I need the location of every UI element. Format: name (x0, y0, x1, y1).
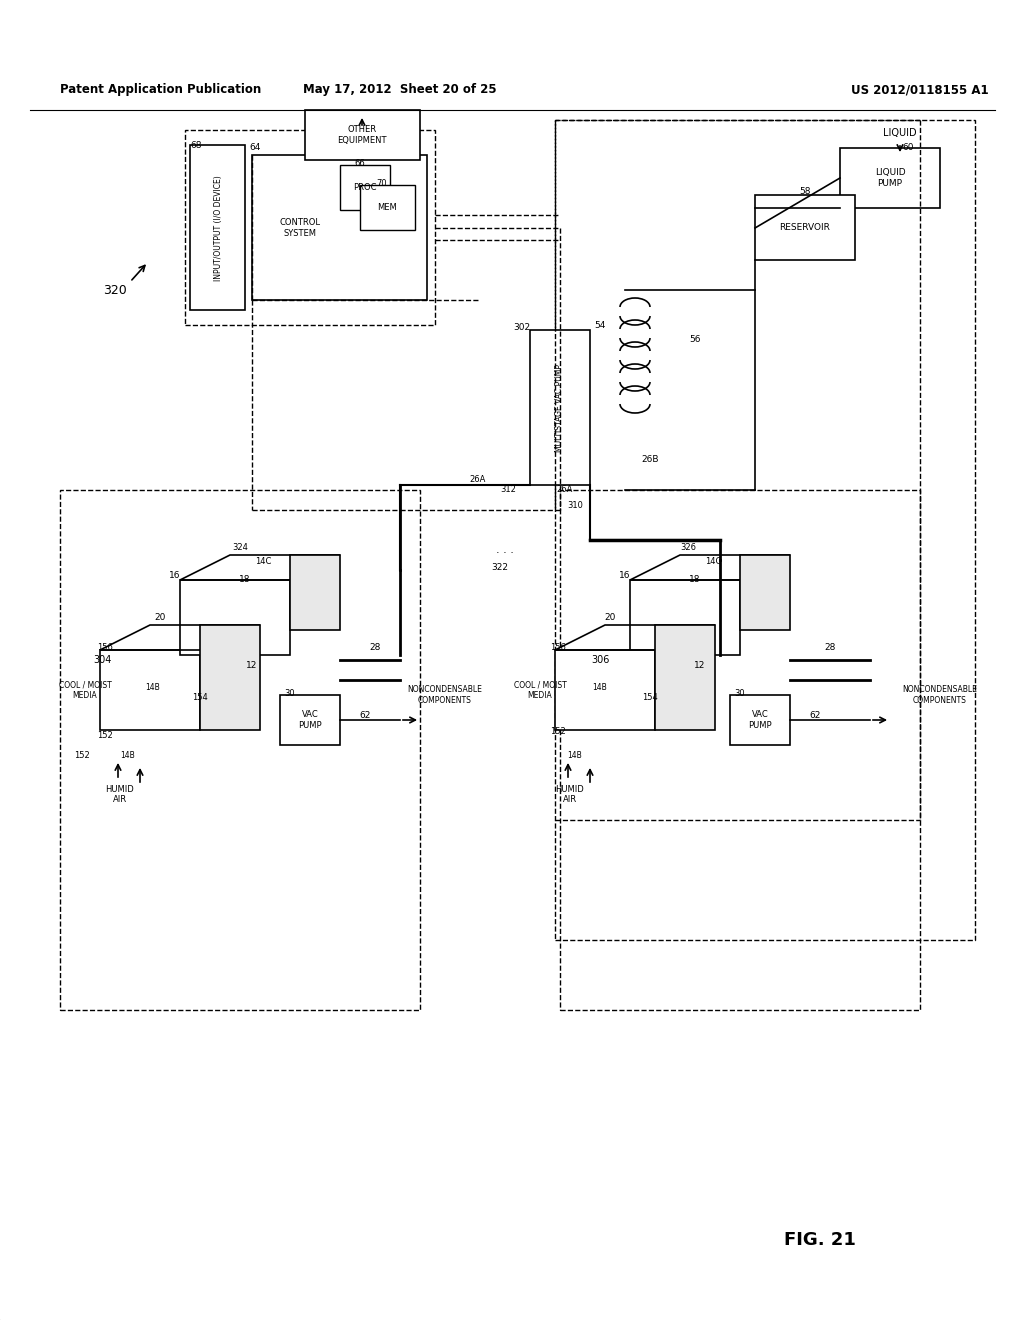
Text: VAC
PUMP: VAC PUMP (298, 710, 322, 730)
Text: COOL / MOIST
MEDIA: COOL / MOIST MEDIA (514, 680, 566, 700)
Text: RESERVOIR: RESERVOIR (779, 223, 830, 232)
Bar (560, 490, 920, 1010)
Bar (280, 696, 340, 744)
Text: AIR: AIR (113, 796, 127, 804)
Text: HUMID: HUMID (105, 785, 134, 795)
Text: 156: 156 (550, 644, 566, 652)
Text: 26A: 26A (470, 475, 486, 484)
Text: 324: 324 (232, 544, 248, 553)
Text: 12: 12 (694, 660, 706, 669)
Text: 156: 156 (97, 644, 113, 652)
Text: 16: 16 (169, 570, 181, 579)
Bar (60, 490, 420, 1010)
Bar (840, 148, 940, 209)
Text: 18: 18 (689, 576, 700, 585)
Text: 62: 62 (809, 710, 820, 719)
Polygon shape (740, 554, 790, 630)
Text: . . .: . . . (496, 545, 514, 554)
Text: 30: 30 (734, 689, 745, 697)
Text: 64: 64 (249, 143, 261, 152)
Text: Patent Application Publication: Patent Application Publication (60, 83, 261, 96)
Text: 322: 322 (492, 564, 509, 573)
Text: 56: 56 (689, 335, 700, 345)
Text: 152: 152 (74, 751, 90, 759)
Text: 154: 154 (642, 693, 657, 702)
Text: 320: 320 (103, 284, 127, 297)
Text: COOL / MOIST
MEDIA: COOL / MOIST MEDIA (58, 680, 112, 700)
Bar (630, 579, 740, 655)
Text: 312: 312 (500, 486, 516, 495)
Bar (185, 129, 435, 325)
Text: 20: 20 (155, 614, 166, 623)
Text: 28: 28 (370, 644, 381, 652)
Text: 14C: 14C (255, 557, 271, 566)
Text: 302: 302 (513, 323, 530, 333)
Bar (100, 649, 200, 730)
Text: MEM: MEM (377, 203, 397, 213)
Text: 14C: 14C (705, 557, 721, 566)
Text: 26A: 26A (557, 486, 573, 495)
Bar (340, 165, 390, 210)
Bar (730, 696, 790, 744)
Bar (530, 330, 590, 484)
Text: AIR: AIR (563, 796, 578, 804)
Text: 28: 28 (824, 644, 836, 652)
Text: 54: 54 (594, 321, 605, 330)
Text: 14B: 14B (145, 684, 161, 693)
Text: 30: 30 (285, 689, 295, 697)
Text: LIQUID: LIQUID (883, 128, 916, 139)
Text: 18: 18 (240, 576, 251, 585)
Text: May 17, 2012  Sheet 20 of 25: May 17, 2012 Sheet 20 of 25 (303, 83, 497, 96)
Text: VAC
PUMP: VAC PUMP (749, 710, 772, 730)
Text: 154: 154 (193, 693, 208, 702)
Bar (305, 110, 420, 160)
Bar (180, 579, 290, 655)
Text: 20: 20 (604, 614, 615, 623)
Text: 152: 152 (550, 727, 566, 737)
Bar (755, 195, 855, 260)
Text: NONCONDENSABLE
COMPONENTS: NONCONDENSABLE COMPONENTS (408, 685, 482, 705)
Polygon shape (655, 624, 715, 730)
Text: 306: 306 (591, 655, 609, 665)
Text: 26B: 26B (641, 455, 658, 465)
Bar (190, 145, 245, 310)
Text: MULTISTAGE VAC PUMP: MULTISTAGE VAC PUMP (555, 364, 564, 451)
Text: 16: 16 (620, 570, 631, 579)
Polygon shape (200, 624, 260, 730)
Text: 60: 60 (902, 143, 913, 152)
Text: 14B: 14B (121, 751, 135, 759)
Text: 304: 304 (94, 655, 113, 665)
Text: PROC: PROC (353, 183, 377, 193)
Text: FIG. 21: FIG. 21 (784, 1232, 856, 1249)
Text: NONCONDENSABLE
COMPONENTS: NONCONDENSABLE COMPONENTS (902, 685, 978, 705)
Text: US 2012/0118155 A1: US 2012/0118155 A1 (851, 83, 989, 96)
Bar (360, 185, 415, 230)
Text: 326: 326 (680, 544, 696, 553)
Text: 66: 66 (354, 158, 366, 168)
Text: 62: 62 (359, 710, 371, 719)
Text: 58: 58 (800, 187, 811, 197)
Bar (252, 154, 427, 300)
Text: CONTROL
SYSTEM: CONTROL SYSTEM (280, 218, 321, 238)
Bar (555, 649, 655, 730)
Text: INPUT/OUTPUT (I/O DEVICE): INPUT/OUTPUT (I/O DEVICE) (213, 176, 222, 281)
Text: LIQUID
PUMP: LIQUID PUMP (874, 168, 905, 187)
Bar (555, 120, 975, 940)
Text: 152: 152 (97, 730, 113, 739)
Text: 310: 310 (567, 500, 583, 510)
Text: 14B: 14B (593, 684, 607, 693)
Text: 70: 70 (377, 178, 387, 187)
Text: HUMID: HUMID (556, 785, 585, 795)
Text: 14B: 14B (567, 751, 583, 759)
Text: 12: 12 (247, 660, 258, 669)
Text: 68: 68 (190, 140, 202, 149)
Polygon shape (290, 554, 340, 630)
Text: OTHER
EQUIPMENT: OTHER EQUIPMENT (337, 125, 387, 145)
